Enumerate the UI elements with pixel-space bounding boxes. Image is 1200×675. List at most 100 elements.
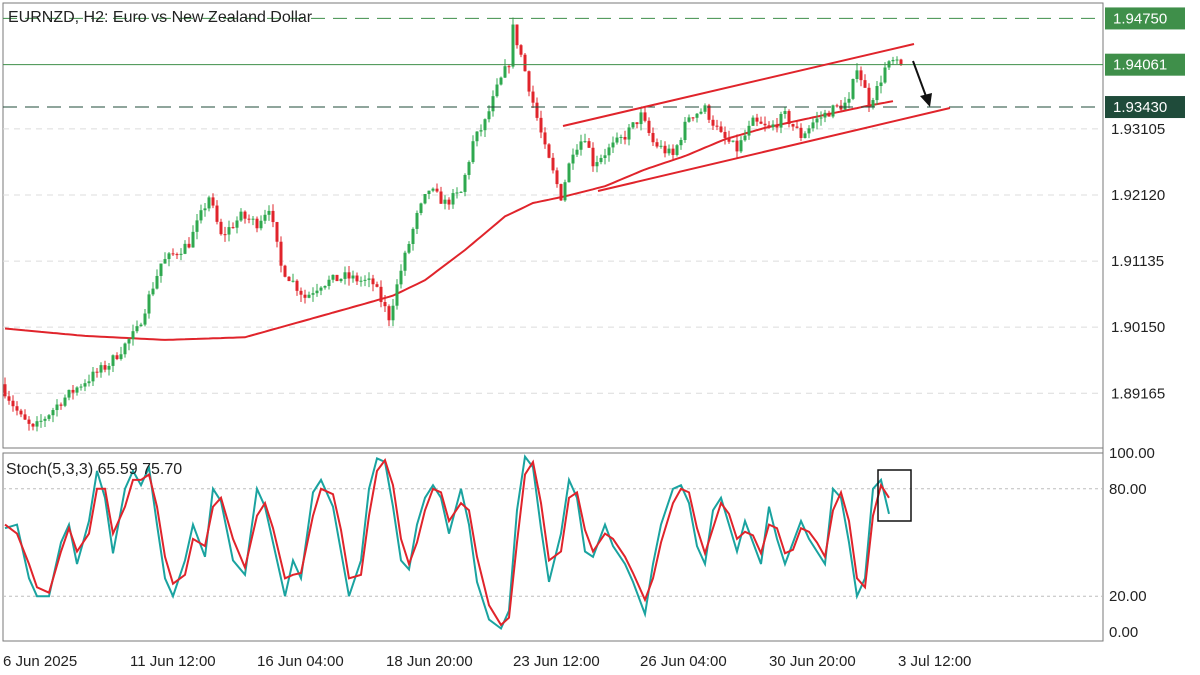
candle-body [595, 162, 599, 167]
candle-body [343, 272, 347, 279]
candle-body [367, 278, 371, 280]
candle-body [871, 100, 875, 107]
candle-body [19, 410, 23, 415]
price-badge-1-93430 [1105, 96, 1185, 119]
candle-body [207, 197, 211, 209]
candle-body [447, 199, 451, 205]
candle-body [331, 274, 335, 280]
candle-body [703, 105, 707, 112]
candle-body [543, 132, 547, 145]
stoch-highlight-box[interactable] [877, 469, 912, 522]
candle-body [467, 162, 471, 175]
candle-body [307, 294, 311, 298]
candle-body [227, 227, 231, 235]
candle-body [759, 121, 763, 124]
candle-body [191, 231, 195, 248]
candle-body [767, 125, 771, 128]
channel-lower-line[interactable] [597, 107, 951, 192]
candle-body [839, 105, 843, 110]
candle-body [15, 406, 19, 411]
price-badge-label: 1.94750 [1113, 10, 1167, 27]
candle-body [647, 120, 651, 133]
stoch-grid [3, 488, 1103, 597]
candle-body [267, 210, 271, 215]
candle-body [775, 124, 779, 128]
x-tick-label: 16 Jun 04:00 [257, 653, 344, 670]
candle-body [115, 355, 119, 360]
candle-body [335, 274, 339, 282]
candle-body [779, 114, 783, 128]
forecast-arrow-head [920, 93, 932, 107]
candle-body [439, 191, 443, 204]
candle-body [547, 144, 551, 158]
candle-body [131, 331, 135, 340]
candle-body [283, 265, 287, 277]
candle-body [679, 139, 683, 146]
candle-body [815, 118, 819, 123]
candle-body [111, 355, 115, 366]
candle-body [287, 276, 291, 282]
candle-body [591, 147, 595, 167]
candle-body [299, 290, 303, 295]
time-axis: 6 Jun 2025 11 Jun 12:00 16 Jun 04:00 18 … [3, 653, 971, 670]
y-tick-label: 1.89165 [1111, 385, 1165, 402]
candle-body [731, 140, 735, 142]
candle-body [619, 136, 623, 138]
candle-body [279, 241, 283, 266]
candle-body [743, 135, 747, 141]
candle-body [315, 290, 319, 294]
candle-body [851, 79, 855, 99]
candle-body [107, 365, 111, 370]
candle-body [899, 59, 903, 65]
candle-body [811, 122, 815, 129]
candle-body [251, 218, 255, 220]
candle-body [535, 102, 539, 118]
candle-body [615, 137, 619, 143]
stoch-panel-frame [2, 452, 1104, 642]
x-tick-label: 23 Jun 12:00 [513, 653, 600, 670]
candle-body [7, 396, 11, 401]
candle-body [531, 91, 535, 103]
price-badge-1-94750 [1105, 7, 1185, 30]
candle-body [159, 263, 163, 276]
candle-body [339, 278, 343, 282]
candle-body [423, 194, 427, 204]
candle-body [667, 148, 671, 154]
candle-body [707, 105, 711, 120]
candle-body [247, 218, 251, 220]
candle-body [583, 141, 587, 143]
candle-body [575, 149, 579, 155]
candle-body [783, 111, 787, 115]
candle-body [843, 102, 847, 110]
candle-body [555, 170, 559, 185]
candle-body [735, 140, 739, 152]
candle-body [799, 127, 803, 138]
candle-body [847, 98, 851, 103]
candle-body [671, 148, 675, 155]
candle-body [539, 117, 543, 133]
candle-body [11, 400, 15, 407]
candle-body [895, 59, 899, 61]
candle-body [23, 414, 27, 420]
candle-body [95, 371, 99, 373]
candle-body [355, 275, 359, 282]
candle-body [739, 140, 743, 152]
price-grid [3, 128, 1103, 394]
candle-body [659, 145, 663, 147]
candle-body [519, 45, 523, 55]
candle-body [291, 280, 295, 282]
candle-body [195, 220, 199, 232]
candle-body [375, 284, 379, 287]
candle-body [271, 210, 275, 223]
candle-body [219, 221, 223, 235]
candle-body [295, 280, 299, 291]
candle-body [435, 188, 439, 192]
stoch-y-tick-label: 20.00 [1109, 588, 1147, 605]
candle-body [427, 190, 431, 195]
channel-upper-line[interactable] [562, 43, 915, 127]
candle-body [771, 124, 775, 128]
stochastic-lines [4, 454, 890, 631]
stoch-title: Stoch(5,3,3) 65.59 75.70 [6, 461, 182, 478]
candle-body [795, 126, 799, 128]
candle-body [563, 182, 567, 201]
